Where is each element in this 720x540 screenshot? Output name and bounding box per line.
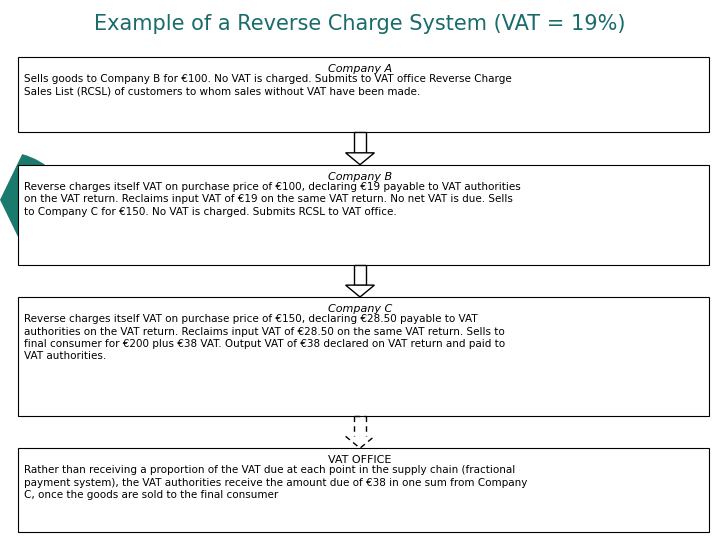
Bar	[18, 448, 709, 532]
Text: Company C: Company C	[328, 304, 392, 314]
Polygon shape	[346, 285, 374, 297]
Bar	[18, 297, 709, 416]
Text: VAT OFFICE: VAT OFFICE	[328, 455, 392, 465]
Bar	[18, 165, 709, 265]
Polygon shape	[346, 153, 374, 165]
Bar	[354, 265, 366, 285]
Text: Company B: Company B	[328, 172, 392, 182]
Text: Reverse charges itself VAT on purchase price of €100, declaring €19 payable to V: Reverse charges itself VAT on purchase p…	[24, 182, 521, 217]
Text: Company A: Company A	[328, 64, 392, 74]
Bar	[18, 57, 709, 132]
Text: Sells goods to Company B for €100. No VAT is charged. Submits to VAT office Reve: Sells goods to Company B for €100. No VA…	[24, 74, 511, 96]
Wedge shape	[0, 154, 65, 246]
Text: Example of a Reverse Charge System (VAT = 19%): Example of a Reverse Charge System (VAT …	[94, 14, 626, 35]
Bar	[354, 132, 366, 153]
Text: Rather than receiving a proportion of the VAT due at each point in the supply ch: Rather than receiving a proportion of th…	[24, 465, 527, 500]
Text: Reverse charges itself VAT on purchase price of €150, declaring €28.50 payable t: Reverse charges itself VAT on purchase p…	[24, 314, 505, 361]
